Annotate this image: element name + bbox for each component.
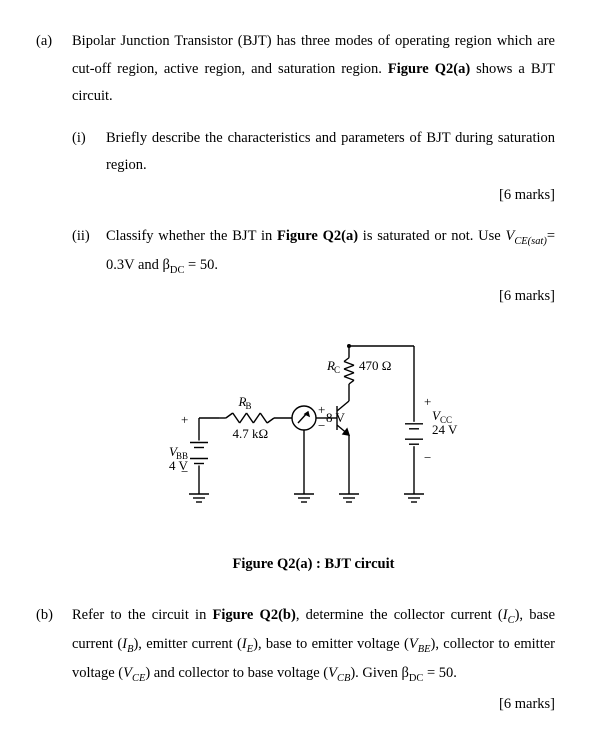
part-a: (a) Bipolar Junction Transistor (BJT) ha… bbox=[36, 28, 555, 602]
svg-text:−: − bbox=[424, 450, 431, 465]
b-bdc-s: DC bbox=[409, 673, 424, 684]
b-t4: ), base to emitter voltage ( bbox=[253, 636, 409, 652]
svg-text:+: + bbox=[181, 412, 188, 427]
svg-text:C: C bbox=[334, 365, 340, 375]
b-t8: = 50. bbox=[423, 665, 457, 681]
figure-q2a: +−VBB4 VRB4.7 kΩ+−8 VRC470 Ω+−VCC24 V bbox=[72, 328, 555, 539]
svg-text:−: − bbox=[318, 418, 325, 433]
part-a-ii: (ii) Classify whether the BJT in Figure … bbox=[72, 223, 555, 310]
b-pre: Refer to the circuit in bbox=[72, 607, 213, 623]
b-fig: Figure Q2(b) bbox=[213, 607, 296, 623]
ii-vce-s: CE(sat) bbox=[514, 236, 546, 247]
figure-caption: Figure Q2(a) : BJT circuit bbox=[72, 551, 555, 579]
b-t1: , determine the collector current ( bbox=[296, 607, 503, 623]
part-a-i-label: (i) bbox=[72, 125, 106, 210]
part-b-marks: [6 marks] bbox=[72, 691, 555, 719]
part-a-ii-marks: [6 marks] bbox=[106, 283, 555, 311]
b-t7: ). Given β bbox=[350, 665, 409, 681]
b-vce-s: CE bbox=[132, 673, 145, 684]
ii-vce-v: V bbox=[505, 228, 514, 244]
part-b: (b) Refer to the circuit in Figure Q2(b)… bbox=[36, 602, 555, 718]
b-vbe-v: V bbox=[409, 636, 418, 652]
part-a-i-body: Briefly describe the characteristics and… bbox=[106, 125, 555, 210]
part-a-content: Bipolar Junction Transistor (BJT) has th… bbox=[72, 28, 555, 602]
svg-text:4.7 kΩ: 4.7 kΩ bbox=[232, 426, 268, 441]
part-a-intro: Bipolar Junction Transistor (BJT) has th… bbox=[72, 28, 555, 111]
svg-text:470 Ω: 470 Ω bbox=[359, 358, 391, 373]
part-a-intro-fig: Figure Q2(a) bbox=[388, 61, 470, 77]
part-b-label: (b) bbox=[36, 602, 72, 718]
b-vbe-s: BE bbox=[418, 644, 431, 655]
b-ic-s: C bbox=[508, 615, 515, 626]
part-a-label: (a) bbox=[36, 28, 72, 602]
ii-fig: Figure Q2(a) bbox=[277, 228, 358, 244]
b-vce-v: V bbox=[123, 665, 132, 681]
svg-text:4 V: 4 V bbox=[169, 458, 189, 473]
part-a-i-text: Briefly describe the characteristics and… bbox=[106, 125, 555, 180]
part-a-ii-text: Classify whether the BJT in Figure Q2(a)… bbox=[106, 223, 555, 280]
svg-text:+: + bbox=[318, 402, 325, 417]
b-vcb-s: CB bbox=[337, 673, 350, 684]
ii-pre: Classify whether the BJT in bbox=[106, 228, 277, 244]
ii-and: and β bbox=[134, 257, 170, 273]
ii-bdc-val: = 50. bbox=[184, 257, 218, 273]
svg-text:+: + bbox=[424, 394, 431, 409]
b-t6: ) and collector to base voltage ( bbox=[145, 665, 328, 681]
bjt-circuit-diagram: +−VBB4 VRB4.7 kΩ+−8 VRC470 Ω+−VCC24 V bbox=[164, 328, 464, 528]
svg-text:24 V: 24 V bbox=[432, 422, 458, 437]
part-a-ii-body: Classify whether the BJT in Figure Q2(a)… bbox=[106, 223, 555, 310]
part-a-ii-label: (ii) bbox=[72, 223, 106, 310]
part-b-content: Refer to the circuit in Figure Q2(b), de… bbox=[72, 602, 555, 718]
b-vcb-v: V bbox=[328, 665, 337, 681]
part-a-i: (i) Briefly describe the characteristics… bbox=[72, 125, 555, 210]
ii-bdc-s: DC bbox=[170, 265, 185, 276]
svg-text:B: B bbox=[245, 401, 251, 411]
part-a-i-marks: [6 marks] bbox=[106, 182, 555, 210]
ii-mid: is saturated or not. Use bbox=[358, 228, 505, 244]
part-b-text: Refer to the circuit in Figure Q2(b), de… bbox=[72, 602, 555, 688]
b-t3: ), emitter current ( bbox=[133, 636, 241, 652]
